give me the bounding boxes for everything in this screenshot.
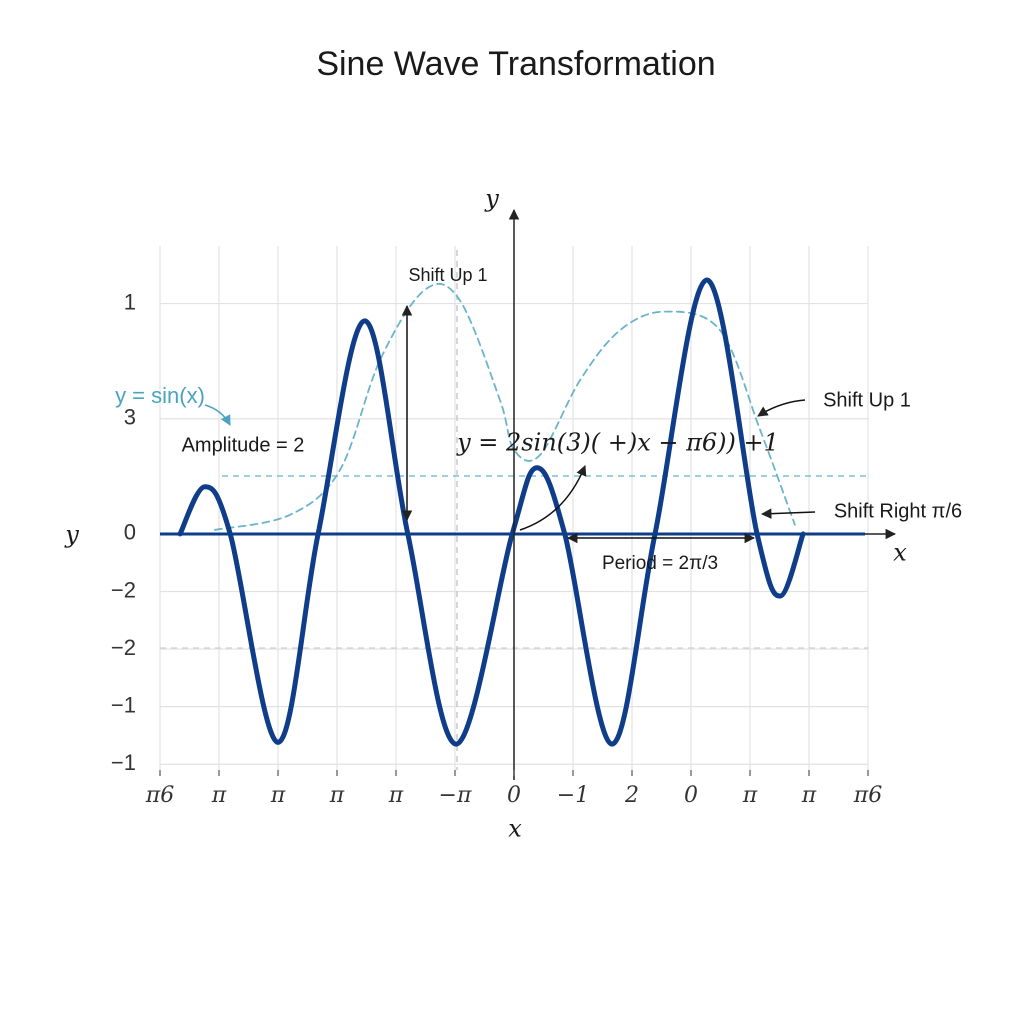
shift-up-arrow xyxy=(757,399,806,417)
y-tick-label: −1 xyxy=(111,750,136,775)
series-line xyxy=(177,277,806,747)
x-tick-label: 2 xyxy=(624,783,639,808)
y-tick-label: 1 xyxy=(124,289,136,314)
x-tick-label: π xyxy=(388,783,404,808)
curves xyxy=(177,277,806,747)
equation-arrow xyxy=(519,465,587,531)
y-axis-label: y xyxy=(484,185,499,213)
annotation: x xyxy=(508,815,522,843)
shift-right-arrow xyxy=(760,508,816,519)
x-tick-label: π6 xyxy=(853,783,882,808)
legend-label: y = 2sin(3)( +)x − π6)) +1 xyxy=(456,429,779,457)
y-tick-label: −1 xyxy=(111,692,136,717)
annotation: Period = 2π/3 xyxy=(602,553,718,574)
x-tick-label: π xyxy=(270,783,286,808)
series-line xyxy=(213,282,796,531)
x-axis-label: x xyxy=(893,539,907,567)
x-tick-label: 0 xyxy=(684,783,698,808)
annotation: Amplitude = 2 xyxy=(182,434,305,456)
x-tick-label: −π xyxy=(439,783,472,808)
x-tick-label: π xyxy=(801,783,817,808)
annotation: Shift Up 1 xyxy=(408,265,487,285)
y-tick-label: −2 xyxy=(111,635,136,660)
annotation: Shift Up 1 xyxy=(823,389,911,411)
annotation: Shift Right π/6 xyxy=(834,500,962,522)
annotation: y xyxy=(64,521,79,549)
x-tick-label: 0 xyxy=(507,783,521,808)
x-tick-label: −1 xyxy=(557,783,589,808)
chart-title: Sine Wave Transformation xyxy=(316,45,715,83)
y-tick-label: −2 xyxy=(111,577,136,602)
x-tick-label: π6 xyxy=(145,783,174,808)
y-tick-label: 3 xyxy=(124,405,136,430)
x-tick-label: π xyxy=(211,783,227,808)
y-tick-label: 0 xyxy=(124,520,136,545)
legend-label: y = sin(x) xyxy=(115,383,205,408)
sine-arrow xyxy=(204,404,231,426)
x-tick-label: π xyxy=(742,783,758,808)
x-tick-label: π xyxy=(329,783,345,808)
